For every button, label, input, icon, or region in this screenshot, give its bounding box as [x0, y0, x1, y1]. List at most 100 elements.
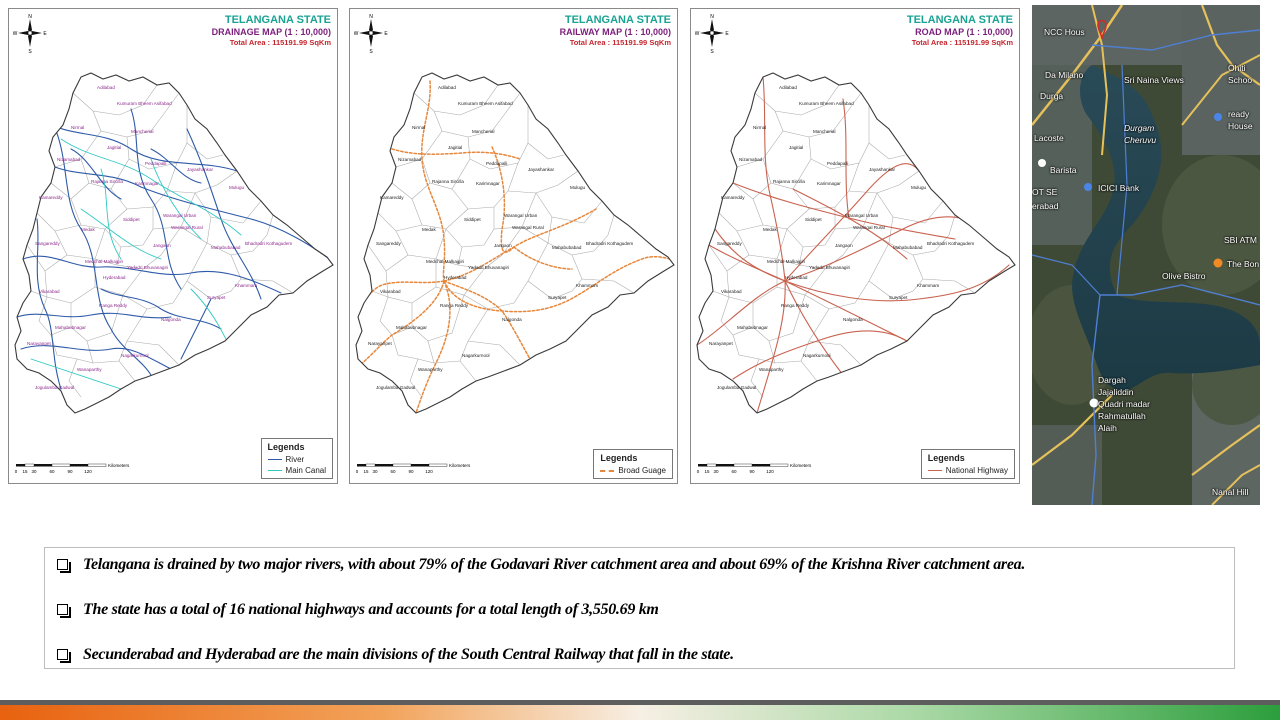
railway-feature-line [421, 80, 446, 282]
district-label-mulugu: Mulugu [229, 185, 245, 190]
district-boundary [467, 340, 521, 366]
checkbox-bullet-icon [57, 604, 71, 618]
label-barista: Barista [1050, 165, 1077, 175]
district-label-mulugu: Mulugu [570, 185, 586, 190]
road-feature-line [756, 76, 786, 413]
district-label-narayanpet: Narayanpet [709, 341, 733, 346]
district-boundary [118, 360, 136, 382]
district-label-adilabad: Adilabad [438, 85, 456, 90]
district-label-mahabubabad: Mahabubabad [552, 245, 582, 250]
district-label-nalgonda: Nalgonda [843, 317, 863, 322]
compass-rose-icon: N E S W [354, 14, 388, 53]
district-label-rajanna: Rajanna Sircilla [773, 179, 805, 184]
compass-s: S [28, 49, 32, 53]
scale-bar: Kilometers 0 15 30 60 90 120 [697, 463, 812, 474]
label-the-bon: The Bon [1227, 259, 1260, 269]
legend-swatch [927, 470, 942, 471]
district-label-peddapalli: Peddapalli [145, 161, 166, 166]
district-label-vikarabad: Vikarabad [380, 289, 401, 294]
district-labels: Adilabad Kumuram Bheem Asifabad Nirmal Manc… [368, 85, 633, 390]
drainage-feature-line [80, 208, 162, 260]
district-label-yadadri: Yadadri Bhuvanagiri [127, 265, 168, 270]
scale-tick-label: 60 [731, 469, 737, 474]
scale-tick-label: 90 [749, 469, 755, 474]
drainage-feature-line [100, 168, 122, 260]
legend-label: National Highway [945, 466, 1008, 475]
district-label-wanaparthy: Wanaparthy [418, 367, 443, 372]
district-boundary [411, 198, 469, 230]
district-label-jagitial: Jagitial [107, 145, 121, 150]
district-label-nagarkurnool: Nagarkurnool [121, 353, 149, 358]
label-dargah-5: Alaih [1098, 423, 1117, 433]
legend: Legends National Highway [920, 449, 1015, 479]
drainage-feature-line [130, 108, 182, 290]
drainage-feature-line [22, 255, 282, 294]
district-boundary [752, 198, 810, 230]
map-title: ROAD MAP (1 : 10,000) [915, 27, 1013, 38]
district-boundary [421, 158, 471, 190]
label-icici-bank: ICICI Bank [1098, 183, 1140, 193]
district-boundary [206, 214, 274, 256]
map-features [697, 76, 1015, 413]
drainage-feature-line [20, 345, 172, 370]
legend-swatch [267, 459, 282, 460]
district-boundary [122, 242, 208, 310]
legend-label: River [285, 455, 305, 464]
district-boundary [116, 226, 182, 270]
district-boundary [126, 340, 180, 366]
district-label-mahabubnagar: Mahabubnagar [396, 325, 427, 330]
district-boundary [912, 254, 976, 294]
district-label-mahabubnagar: Mahabubnagar [737, 325, 768, 330]
district-boundary [804, 242, 890, 310]
road-feature-line [732, 182, 956, 240]
district-label-jangaon: Jangaon [835, 243, 853, 248]
drainage-feature-line [100, 288, 222, 330]
label-house: House [1228, 121, 1253, 131]
total-area: Total Area : 115191.99 SqKm [229, 37, 331, 47]
district-label-nalgonda: Nalgonda [502, 317, 522, 322]
district-boundary [166, 170, 238, 194]
district-label-kamareddy: Kamareddy [380, 195, 404, 200]
district-boundary [868, 142, 906, 160]
drainage-feature-line [186, 128, 262, 300]
label-da-milano: Da Milano [1045, 70, 1084, 80]
district-boundary [186, 142, 224, 160]
district-boundary [80, 158, 130, 190]
road-map-panel: N E S W TELANGANA STATE ROAD MAP (1 : 10… [690, 8, 1020, 484]
district-label-jayashankar: Jayashankar [869, 167, 896, 172]
district-label-kothagudem: Bhadradri Kothagudem [927, 241, 974, 246]
district-label-warangal-urban: Warangal Urban [845, 213, 879, 218]
legend-title: Legends [267, 442, 305, 452]
label-erabad: erabad [1032, 201, 1059, 211]
district-boundary [800, 360, 818, 382]
district-label-adilabad: Adilabad [97, 85, 115, 90]
district-boundary [30, 290, 48, 298]
district-boundary [718, 212, 764, 232]
legend-item: Main Canal [267, 466, 326, 475]
district-label-khammam: Khammam [235, 283, 257, 288]
district-boundary [507, 170, 579, 194]
legend-swatch [267, 470, 282, 471]
scale-tick-label: 90 [408, 469, 414, 474]
district-label-nagarkurnool: Nagarkurnool [462, 353, 490, 358]
state-map: Adilabad Kumuram Bheem Asifabad Nirmal Manc… [696, 72, 1016, 414]
district-boundary [409, 358, 423, 398]
label-dargah-1: Dargah [1098, 375, 1126, 385]
drainage-feature-line [36, 218, 62, 390]
bullet-text: Secunderabad and Hyderabad are the main … [83, 646, 734, 663]
district-label-warangal-rural: Warangal Rural [853, 225, 885, 230]
scale-tick-label: 0 [697, 469, 700, 474]
district-label-nirmal: Nirmal [412, 125, 425, 130]
district-label-vikarabad: Vikarabad [39, 289, 60, 294]
district-label-hyderabad: Hyderabad [785, 275, 808, 280]
district-boundary [92, 92, 180, 138]
district-label-jagitial: Jagitial [789, 145, 803, 150]
scale-tick-label: 120 [766, 469, 774, 474]
map-title: RAILWAY MAP (1 : 10,000) [559, 27, 671, 38]
label-nanal-hill: Nanal Hill [1212, 487, 1249, 497]
scale-tick-label: 15 [704, 469, 710, 474]
district-label-medchal: Medchal Malkajgiri [426, 259, 464, 264]
district-label-mahabubabad: Mahabubabad [211, 245, 241, 250]
district-label-mahabubabad: Mahabubabad [893, 245, 923, 250]
map-header: TELANGANA STATE DRAINAGE MAP (1 : 10,000… [212, 14, 331, 47]
